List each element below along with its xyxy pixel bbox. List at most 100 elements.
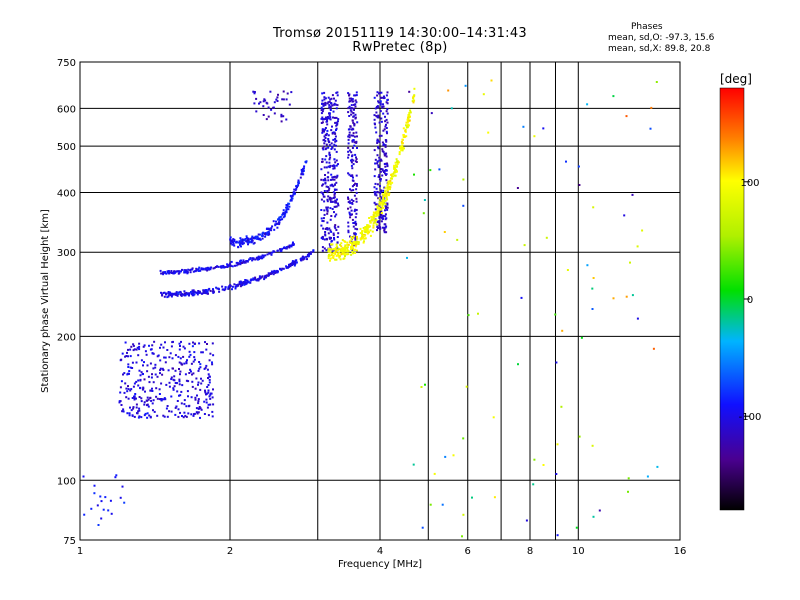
- echo-point: [329, 118, 332, 121]
- echo-point: [352, 222, 355, 224]
- echo-point: [164, 398, 167, 401]
- echo-point: [207, 377, 209, 379]
- echo-point: [185, 415, 188, 418]
- echo-point: [320, 122, 323, 124]
- echo-point: [168, 292, 171, 295]
- echo-point: [322, 104, 325, 107]
- echo-point: [321, 128, 324, 131]
- echo-point: [386, 206, 389, 209]
- echo-point: [447, 89, 450, 92]
- echo-point: [396, 163, 399, 165]
- echo-point: [353, 123, 356, 126]
- echo-point: [335, 248, 338, 251]
- echo-point: [355, 184, 358, 187]
- echo-point: [612, 95, 615, 98]
- echo-point: [205, 364, 208, 367]
- echo-point: [331, 176, 334, 179]
- echo-point: [143, 403, 146, 406]
- echo-point: [324, 102, 327, 105]
- echo-point: [379, 110, 382, 113]
- echo-point: [261, 237, 264, 240]
- echo-point: [131, 414, 134, 417]
- echo-point: [142, 387, 145, 390]
- echo-point: [144, 412, 147, 415]
- echo-point: [385, 179, 388, 182]
- echo-point: [154, 366, 157, 369]
- echo-point: [330, 230, 333, 233]
- echo-point: [350, 97, 353, 100]
- echo-point: [262, 255, 265, 258]
- echo-point: [385, 118, 388, 121]
- echo-point: [324, 231, 327, 233]
- echo-point: [118, 400, 121, 403]
- echo-point: [321, 110, 324, 113]
- echo-point: [99, 495, 102, 498]
- echo-point: [263, 98, 266, 101]
- echo-point: [254, 278, 257, 281]
- echo-point: [210, 392, 213, 395]
- echo-point: [385, 195, 388, 198]
- echo-point: [374, 212, 376, 215]
- echo-point: [239, 262, 242, 264]
- echo-point: [379, 158, 382, 161]
- echo-point: [160, 382, 163, 385]
- echo-point: [383, 226, 386, 229]
- echo-point: [373, 149, 376, 152]
- echo-point: [353, 94, 356, 97]
- echo-point: [285, 118, 288, 121]
- echo-point: [401, 149, 404, 152]
- echo-point: [333, 166, 336, 169]
- echo-point: [372, 213, 375, 216]
- echo-point: [203, 400, 206, 403]
- echo-point: [148, 344, 150, 347]
- echo-point: [242, 242, 245, 245]
- echo-point: [376, 210, 379, 213]
- echo-point: [227, 287, 230, 290]
- echo-point: [255, 110, 258, 113]
- echo-point: [337, 247, 340, 250]
- echo-point: [352, 121, 355, 124]
- echo-point: [252, 277, 255, 280]
- echo-point: [388, 181, 391, 184]
- echo-point: [262, 105, 265, 108]
- echo-point: [347, 142, 350, 145]
- echo-point: [123, 372, 126, 375]
- echo-point: [641, 229, 644, 232]
- echo-point: [272, 106, 275, 109]
- echo-point: [357, 241, 360, 244]
- echo-point: [192, 360, 195, 363]
- echo-point: [100, 500, 103, 503]
- echo-point: [373, 190, 376, 193]
- echo-point: [181, 268, 183, 271]
- echo-point: [359, 232, 362, 235]
- echo-point: [270, 227, 273, 230]
- echo-point: [325, 208, 328, 211]
- echo-point: [408, 119, 411, 122]
- echo-point: [131, 367, 134, 369]
- echo-point: [387, 183, 390, 185]
- echo-point: [265, 276, 268, 279]
- echo-point: [173, 375, 176, 378]
- echo-point: [174, 292, 177, 295]
- echo-point: [334, 224, 337, 227]
- echo-point: [282, 212, 285, 215]
- echo-point: [205, 289, 208, 291]
- echo-point: [135, 380, 138, 383]
- echo-point: [212, 388, 214, 391]
- echo-point: [382, 206, 385, 209]
- echo-point: [133, 382, 136, 385]
- echo-point: [328, 158, 331, 161]
- echo-point: [149, 362, 152, 365]
- echo-point: [379, 200, 382, 203]
- echo-point: [492, 416, 495, 419]
- echo-point: [259, 233, 262, 236]
- echo-point: [224, 286, 227, 289]
- echo-point: [444, 455, 447, 458]
- echo-point: [285, 204, 288, 206]
- echo-point: [350, 104, 353, 107]
- echo-point: [273, 250, 276, 253]
- echo-point: [204, 268, 207, 271]
- echo-point: [363, 228, 366, 230]
- echo-point: [429, 169, 432, 172]
- echo-point: [201, 351, 204, 354]
